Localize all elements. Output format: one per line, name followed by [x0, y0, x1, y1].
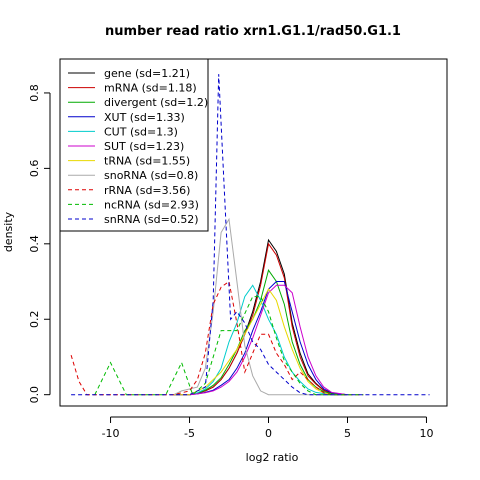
legend-label: SUT (sd=1.23) — [104, 140, 184, 153]
series-line-2 — [173, 269, 348, 396]
series-line-8 — [70, 280, 364, 396]
chart-title: number read ratio xrn1.G1.1/rad50.G1.1 — [105, 24, 401, 39]
legend-label: snoRNA (sd=0.8) — [104, 169, 198, 182]
legend-label: XUT (sd=1.33) — [104, 111, 185, 124]
series-line-10 — [71, 74, 430, 396]
y-tick-label: 0.6 — [28, 160, 41, 178]
series-line-4 — [173, 284, 348, 396]
x-axis-label: log2 ratio — [246, 451, 299, 464]
x-tick-label: -5 — [184, 427, 195, 440]
series-line-5 — [173, 284, 348, 396]
x-tick-label: 0 — [265, 427, 272, 440]
series-line-6 — [173, 288, 348, 396]
y-tick-label: 0.8 — [28, 84, 41, 102]
y-tick-label: 0.4 — [28, 235, 41, 253]
axes-layer: -10 -5 0 5 10 0.0 0.2 0.4 0.6 0.8 — [28, 84, 433, 440]
legend-label: tRNA (sd=1.55) — [104, 155, 190, 168]
legend-label: mRNA (sd=1.18) — [104, 82, 197, 95]
legend: gene (sd=1.21) mRNA (sd=1.18)divergent (s… — [59, 58, 209, 232]
plot-frame — [59, 58, 448, 407]
legend-label: ncRNA (sd=2.93) — [104, 198, 199, 211]
y-tick-label: 0.2 — [28, 311, 41, 329]
series-line-7 — [173, 217, 348, 396]
legend-label: rRNA (sd=3.56) — [104, 184, 190, 197]
x-tick-label: -10 — [102, 427, 120, 440]
x-tick-label: 10 — [419, 427, 433, 440]
legend-label: divergent (sd=1.2) — [104, 96, 208, 109]
legend-label: gene (sd=1.21) — [104, 67, 190, 80]
y-tick-label: 0.0 — [28, 386, 41, 404]
x-tick-label: 5 — [344, 427, 351, 440]
series-line-1 — [173, 242, 348, 396]
y-axis-label: density — [2, 211, 15, 252]
series-layer — [70, 74, 430, 396]
legend-label: CUT (sd=1.3) — [104, 125, 178, 138]
legend-label: snRNA (sd=0.52) — [104, 213, 199, 226]
